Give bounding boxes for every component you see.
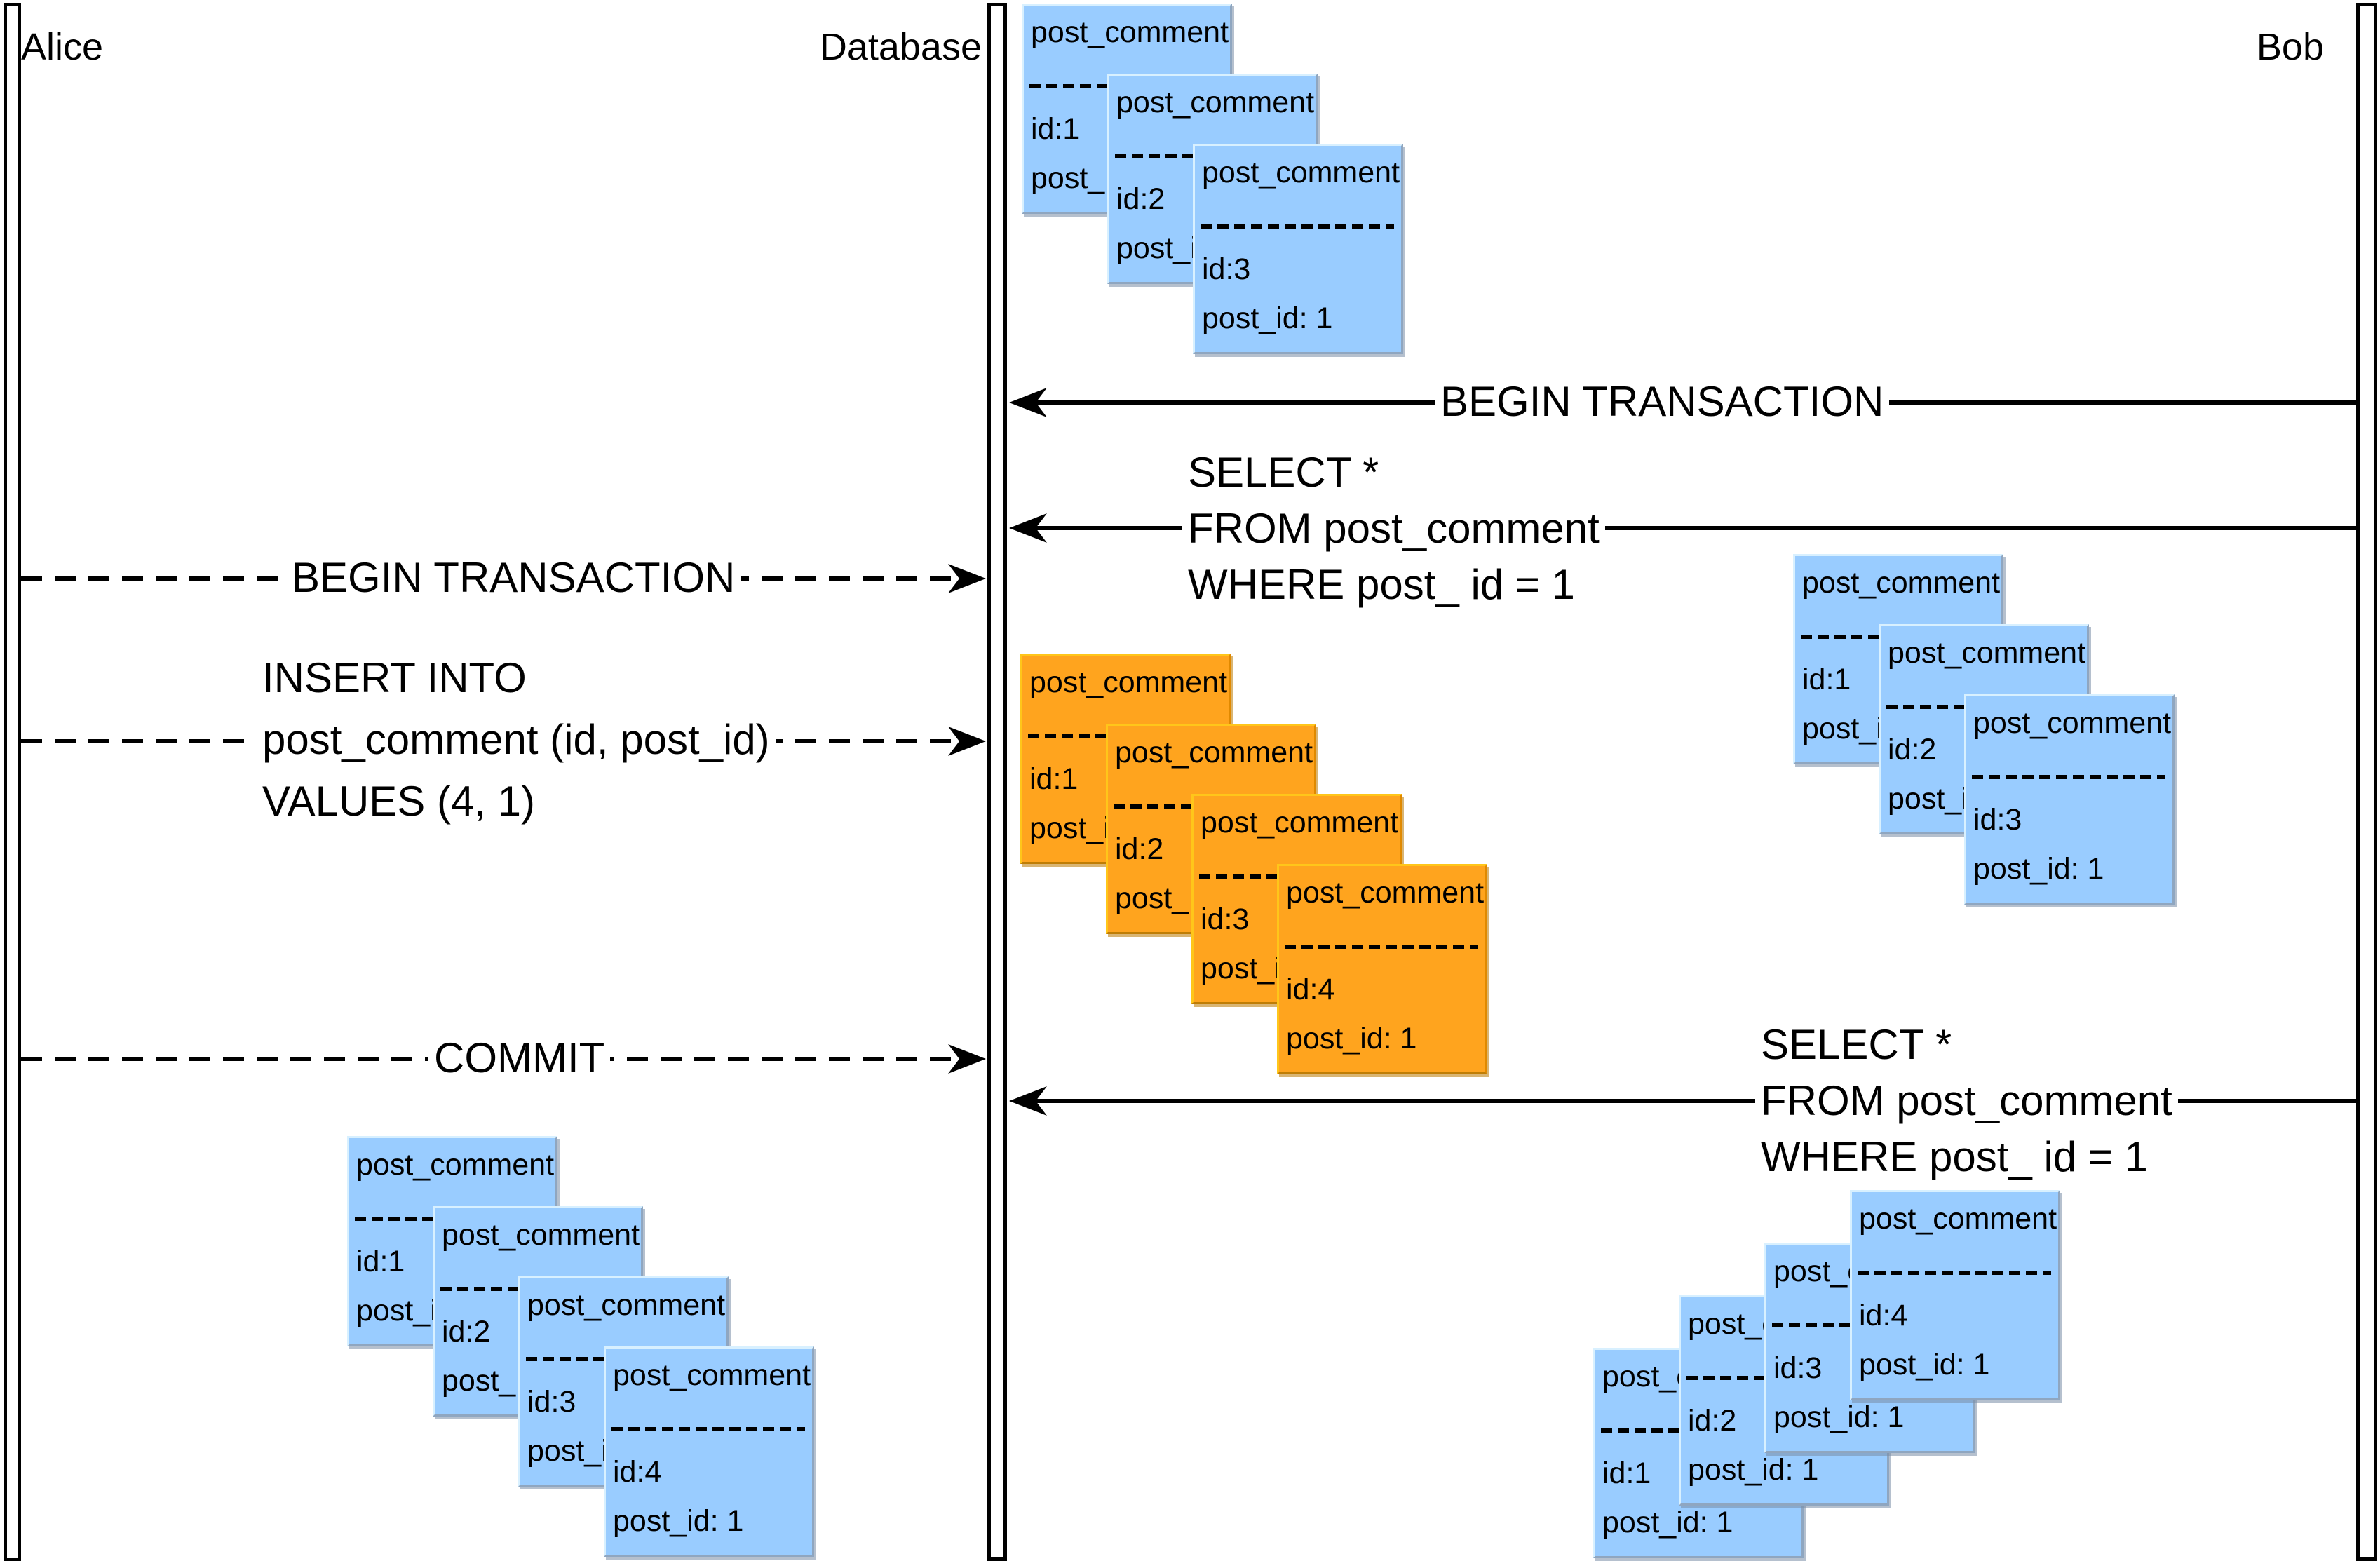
card-post-id: post_id: 1	[1286, 1022, 1417, 1055]
record-card-id-4: post_comment id:4 post_id: 1	[1850, 1190, 2060, 1400]
card-table-name: post_comment	[1802, 566, 2001, 600]
sql-line: VALUES (4, 1)	[262, 778, 536, 825]
card-row-id: id:2	[1888, 733, 1937, 766]
card-row-id: id:3	[1773, 1351, 1823, 1385]
card-row-id: id:1	[1602, 1457, 1651, 1490]
card-separator-line	[611, 1427, 805, 1431]
card-table-name: post_comment	[356, 1148, 555, 1182]
arrowhead-left-icon	[1008, 387, 1047, 418]
card-post-id: post_id: 1	[1688, 1453, 1819, 1487]
card-separator-line	[1972, 775, 2165, 779]
card-row-id: id:2	[1116, 182, 1165, 216]
arrowhead-right-icon	[948, 726, 987, 757]
card-table-name: post_comment	[1202, 156, 1400, 189]
message-alice-begin-transaction: BEGIN TRANSACTION	[286, 552, 741, 604]
bob-select-first-line	[1024, 526, 2358, 530]
card-row-id: id:3	[1973, 803, 2022, 837]
card-table-name: post_comment	[1859, 1202, 2057, 1236]
card-row-id: id:1	[1029, 762, 1079, 796]
card-table-name: post_comment	[1031, 15, 1229, 49]
card-row-id: id:2	[1115, 832, 1164, 866]
card-separator-line	[1858, 1271, 2051, 1275]
card-post-id: post_id: 1	[1773, 1400, 1905, 1434]
message-alice-insert: INSERT INTO post_comment (id, post_id) V…	[257, 647, 776, 832]
sql-line: FROM post_comment	[1188, 505, 1600, 552]
bob-lifeline	[2356, 3, 2377, 1561]
sql-line: WHERE post_ id = 1	[1761, 1133, 2148, 1180]
record-card-id-3: post_comment id:3 post_id: 1	[1193, 144, 1403, 354]
card-row-id: id:3	[527, 1385, 576, 1419]
arrowhead-left-icon	[1008, 513, 1047, 543]
card-post-id: post_id: 1	[1602, 1506, 1733, 1539]
card-row-id: id:2	[1688, 1404, 1737, 1438]
card-table-name: post_comment	[1973, 706, 2172, 740]
card-row-id: id:1	[356, 1245, 405, 1278]
card-row-id: id:1	[1802, 663, 1851, 696]
message-alice-commit: COMMIT	[428, 1032, 611, 1084]
card-post-id: post_id: 1	[613, 1504, 744, 1538]
card-separator-line	[1201, 224, 1394, 229]
card-table-name: post_comment	[442, 1218, 640, 1252]
card-row-id: id:4	[1286, 973, 1335, 1006]
card-row-id: id:3	[1201, 903, 1250, 936]
card-table-name: post_comment	[527, 1288, 726, 1322]
card-row-id: id:3	[1202, 252, 1251, 286]
sql-line: post_comment (id, post_id)	[262, 716, 770, 763]
sql-line: SELECT *	[1188, 449, 1379, 496]
card-table-name: post_comment	[1286, 876, 1485, 910]
sql-line: SELECT *	[1761, 1021, 1952, 1068]
card-row-id: id:1	[1031, 112, 1080, 146]
sql-line: FROM post_comment	[1761, 1077, 2172, 1124]
card-table-name: post_comment	[1115, 736, 1313, 769]
database-lifeline	[987, 3, 1007, 1561]
actor-label-alice: Alice	[21, 26, 104, 68]
record-card-id-3: post_comment id:3 post_id: 1	[1964, 694, 2175, 905]
arrowhead-right-icon	[948, 563, 987, 594]
card-separator-line	[1285, 945, 1478, 949]
card-row-id: id:2	[442, 1315, 491, 1349]
arrowhead-right-icon	[948, 1043, 987, 1074]
message-bob-select-first: SELECT * FROM post_comment WHERE post_ i…	[1182, 445, 1605, 613]
card-row-id: id:4	[613, 1455, 662, 1489]
arrowhead-left-icon	[1008, 1086, 1047, 1116]
card-table-name: post_comment	[1888, 636, 2086, 670]
card-post-id: post_id: 1	[1202, 302, 1333, 335]
message-bob-begin-transaction: BEGIN TRANSACTION	[1435, 376, 1890, 428]
record-card-id-4: post_comment id:4 post_id: 1	[1277, 864, 1487, 1074]
sql-line: WHERE post_ id = 1	[1188, 561, 1575, 608]
message-bob-select-second: SELECT * FROM post_comment WHERE post_ i…	[1755, 1017, 2178, 1185]
bob-select-second-line	[1024, 1099, 2358, 1103]
actor-label-bob: Bob	[2256, 26, 2324, 68]
record-card-id-4: post_comment id:4 post_id: 1	[604, 1346, 814, 1557]
sql-line: INSERT INTO	[262, 654, 527, 701]
card-post-id: post_id: 1	[1859, 1348, 1990, 1381]
card-row-id: id:4	[1859, 1299, 1908, 1332]
alice-lifeline	[4, 3, 21, 1561]
card-post-id: post_id: 1	[1973, 852, 2104, 886]
card-table-name: post_comment	[1116, 86, 1315, 119]
actor-label-database: Database	[819, 26, 982, 68]
card-table-name: post_comment	[1029, 665, 1228, 699]
card-table-name: post_comment	[1201, 806, 1399, 839]
card-table-name: post_comment	[613, 1358, 811, 1392]
